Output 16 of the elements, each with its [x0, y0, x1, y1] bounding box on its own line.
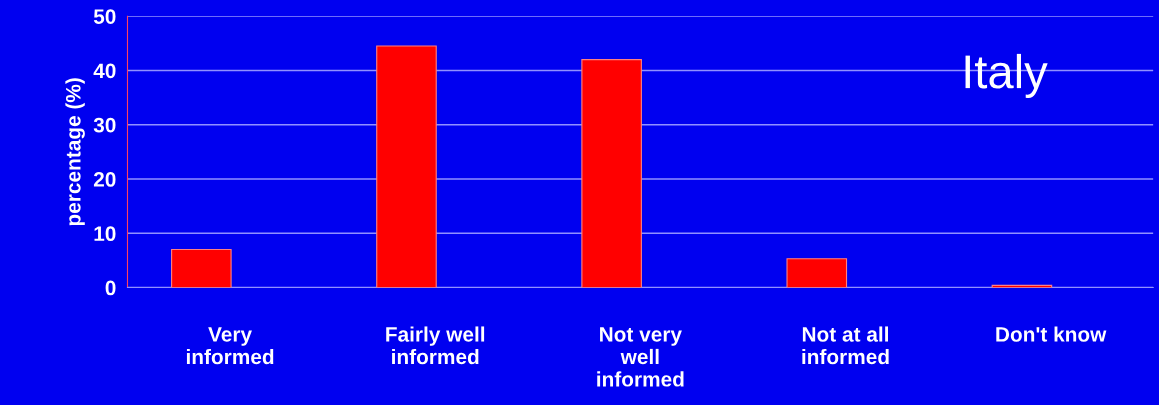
x-tick-label: Not at all informed — [802, 326, 889, 365]
y-tick-label: 10 — [94, 226, 116, 242]
x-tick-label: Don't know — [996, 326, 1107, 342]
bar — [376, 45, 437, 288]
bar — [581, 59, 642, 288]
x-tick-label: Not very well informed — [597, 327, 684, 387]
bar — [171, 249, 232, 288]
x-tick-label: Fairly well informed — [386, 326, 485, 365]
y-tick-label: 40 — [93, 63, 116, 79]
y-axis-title: percentage (%) — [65, 78, 85, 226]
y-tick-label: 20 — [93, 172, 116, 187]
y-tick-label: 30 — [93, 117, 116, 133]
y-tick-label: 0 — [105, 280, 116, 296]
x-tick-label: Very informed — [186, 327, 274, 365]
y-tick-label: 50 — [93, 9, 116, 24]
bar — [786, 258, 848, 288]
